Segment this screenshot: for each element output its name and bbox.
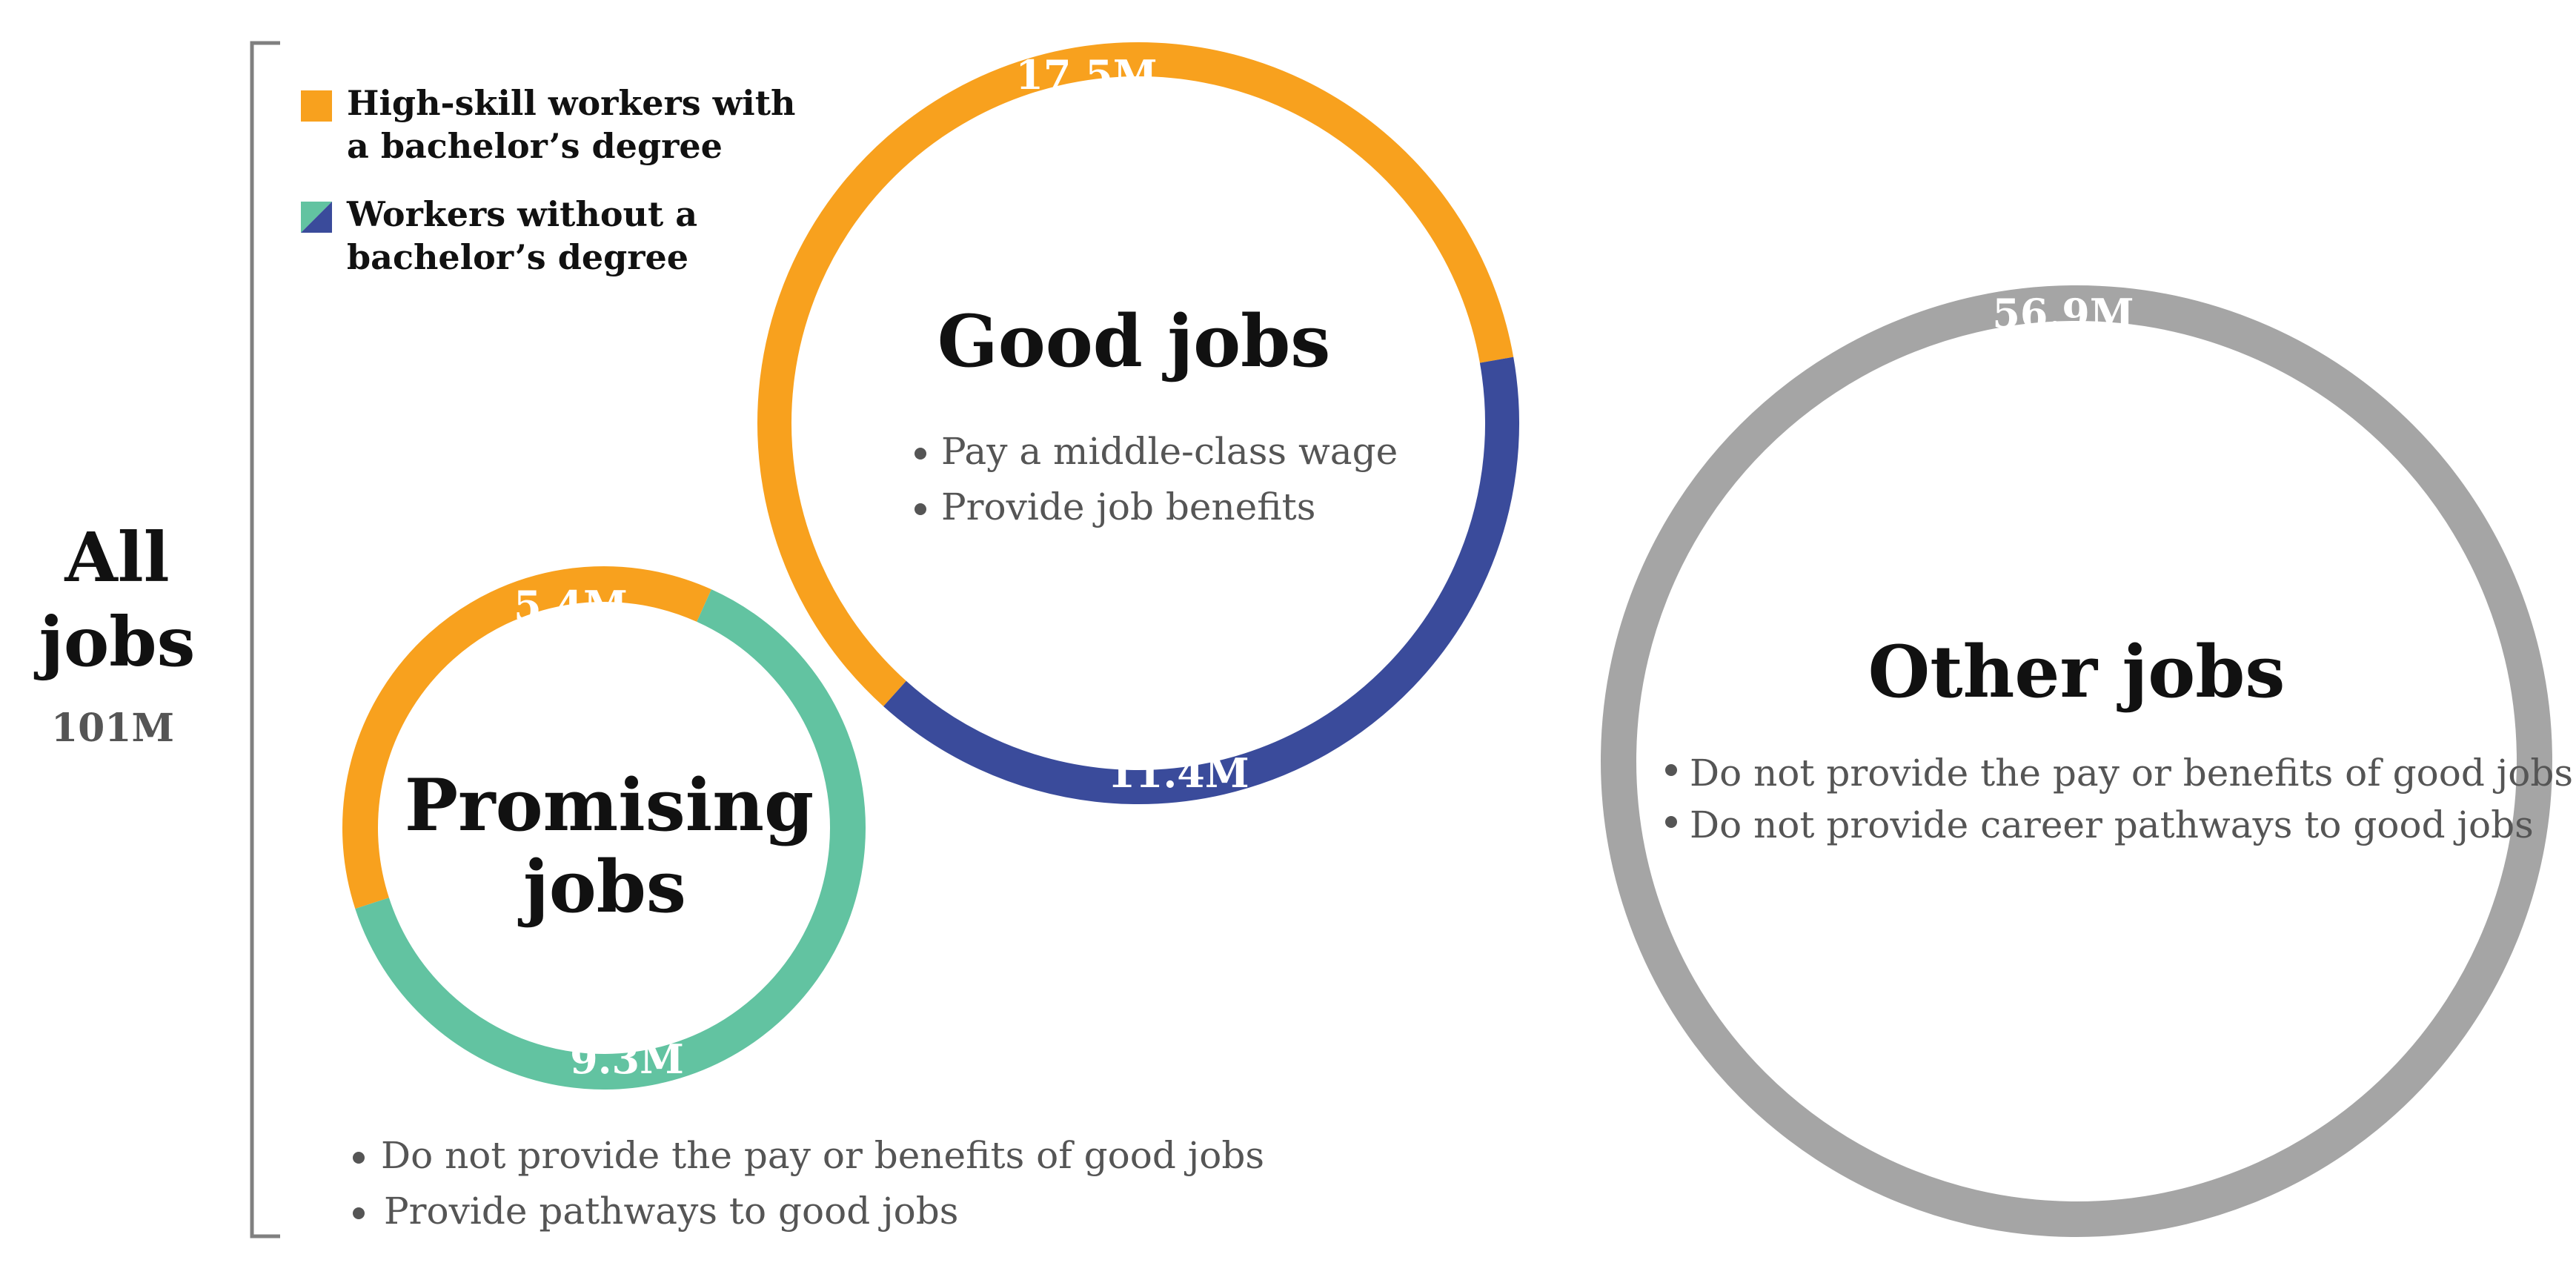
good-jobs-bullet-1: Pay a middle-class wage xyxy=(941,430,1398,473)
legend-label-without-degree-line2: bachelor’s degree xyxy=(347,237,688,277)
promising-jobs-bullet-1: Do not provide the pay or benefits of go… xyxy=(381,1134,1264,1177)
good-jobs-segment-high-skill xyxy=(757,42,1514,706)
legend-swatch-without-degree xyxy=(301,202,332,233)
promising-jobs-label-high-skill: 5.4M xyxy=(514,582,628,629)
other-jobs-bullet-1: Do not provide the pay or benefits of go… xyxy=(1690,752,2573,795)
promising-jobs-segment-without-degree xyxy=(355,589,866,1090)
good-jobs-title: Good jobs xyxy=(937,299,1331,383)
all-jobs-line2: jobs xyxy=(34,602,196,682)
good-jobs-bullet-dot-2 xyxy=(914,503,926,515)
all-jobs-bracket xyxy=(250,41,280,1238)
promising-jobs-title-line1: Promising xyxy=(405,763,814,847)
promising-jobs-group: 5.4M 9.3M Promising jobs Do not provide … xyxy=(342,566,1264,1233)
promising-jobs-bullet-2: Provide pathways to good jobs xyxy=(384,1190,958,1233)
promising-jobs-bullet-dot-2 xyxy=(353,1207,365,1219)
all-jobs-line1: All xyxy=(64,517,169,597)
good-jobs-segment-without-degree xyxy=(883,357,1519,804)
good-jobs-bullet-dot-1 xyxy=(914,448,926,460)
good-jobs-label-without-degree: 11.4M xyxy=(1107,749,1249,797)
other-jobs-group: 56.9M Other jobs Do not provide the pay … xyxy=(1601,285,2573,1237)
legend-label-high-skill-line1: High-skill workers with xyxy=(347,83,795,123)
good-jobs-label-high-skill: 17.5M xyxy=(1015,51,1157,99)
other-jobs-label: 56.9M xyxy=(1992,290,2134,337)
legend: High-skill workers with a bachelor’s deg… xyxy=(301,83,795,277)
other-jobs-bullet-dot-1 xyxy=(1665,764,1677,776)
promising-jobs-label-without-degree: 9.3M xyxy=(570,1035,684,1083)
other-jobs-ring xyxy=(1601,285,2552,1237)
other-jobs-title: Other jobs xyxy=(1868,630,2285,714)
legend-swatch-high-skill xyxy=(301,90,332,122)
promising-jobs-segment-high-skill xyxy=(342,566,711,909)
good-jobs-group: 17.5M 11.4M Good jobs Pay a middle-class… xyxy=(757,42,1519,804)
promising-jobs-bullet-dot-1 xyxy=(353,1152,365,1164)
all-jobs-total: 101M xyxy=(51,706,174,751)
other-jobs-bullet-2: Do not provide career pathways to good j… xyxy=(1690,803,2534,846)
all-jobs-label: All jobs 101M xyxy=(34,517,196,751)
legend-label-without-degree-line1: Workers without a xyxy=(346,194,697,234)
promising-jobs-title-line2: jobs xyxy=(517,845,686,929)
other-jobs-bullet-dot-2 xyxy=(1665,816,1677,828)
legend-label-high-skill-line2: a bachelor’s degree xyxy=(347,126,723,166)
good-jobs-bullet-2: Provide job benefits xyxy=(941,485,1315,528)
